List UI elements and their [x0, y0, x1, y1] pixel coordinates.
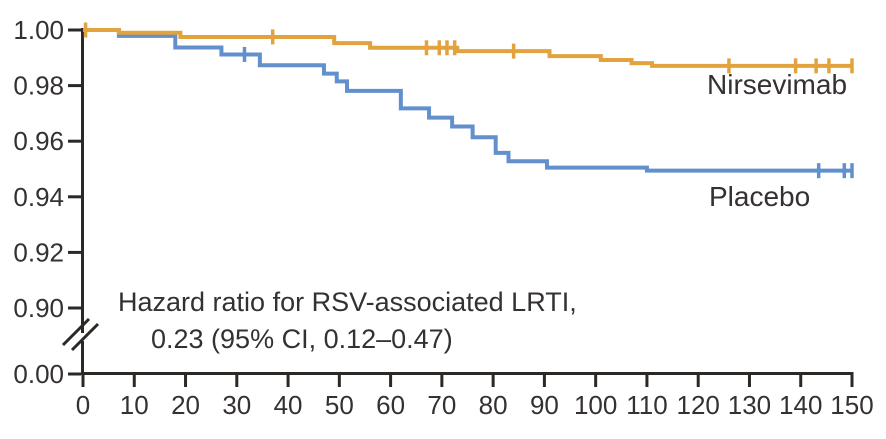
x-tick-label: 40: [274, 390, 303, 420]
series-label-placebo: Placebo: [709, 181, 811, 212]
x-tick-label: 50: [325, 390, 354, 420]
x-tick-label: 140: [779, 390, 822, 420]
y-tick-label: 0.94: [13, 182, 64, 212]
x-tick-label: 0: [76, 390, 90, 420]
axis-break-slash: [70, 322, 100, 352]
x-tick-label: 120: [677, 390, 720, 420]
y-tick-label: 0.00: [13, 359, 64, 389]
x-tick-label: 150: [830, 390, 873, 420]
x-tick-label: 20: [171, 390, 200, 420]
x-tick-label: 100: [574, 390, 617, 420]
curve-placebo: [83, 28, 852, 173]
series-label-nirsevimab: Nirsevimab: [707, 69, 848, 100]
hazard-ratio-line1: Hazard ratio for RSV-associated LRTI,: [118, 287, 577, 317]
x-tick-label: 10: [120, 390, 149, 420]
hazard-ratio-annotation: Hazard ratio for RSV-associated LRTI, 0.…: [118, 284, 577, 358]
y-tick-label: 1.00: [13, 15, 64, 45]
y-tick-label: 0.90: [13, 293, 64, 323]
x-tick-label: 30: [222, 390, 251, 420]
x-tick-label: 70: [427, 390, 456, 420]
x-tick-label: 110: [626, 390, 667, 420]
x-tick-label: 60: [376, 390, 405, 420]
y-tick-label: 0.98: [13, 71, 64, 101]
y-tick-label: 0.92: [13, 237, 64, 267]
x-tick-label: 90: [530, 390, 559, 420]
hazard-ratio-line2: 0.23 (95% CI, 0.12–0.47): [151, 324, 453, 354]
x-tick-label: 130: [728, 390, 771, 420]
x-tick-label: 80: [479, 390, 508, 420]
axis-break-slash: [61, 317, 91, 347]
curve-nirsevimab: [83, 28, 852, 68]
y-tick-label: 0.96: [13, 126, 64, 156]
